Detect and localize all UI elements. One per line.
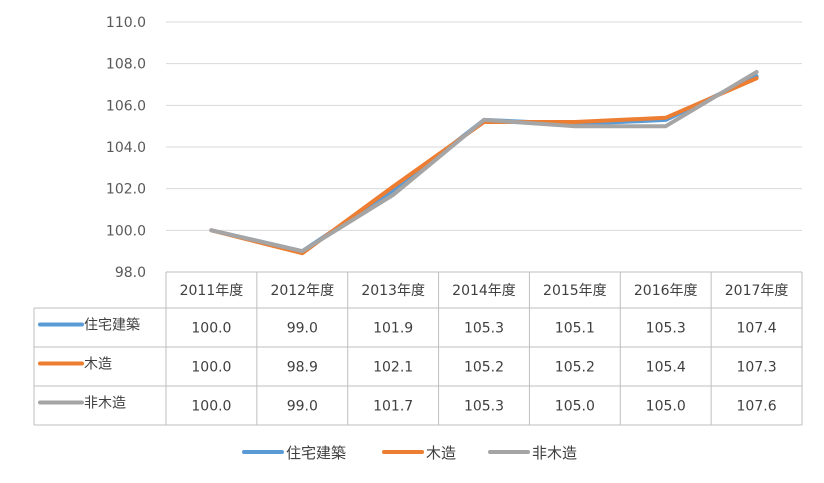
table-row-label: 木造 [84, 357, 112, 373]
y-tick-label: 104.0 [106, 140, 146, 156]
table-cell: 100.0 [191, 399, 231, 415]
y-tick-label: 100.0 [106, 223, 146, 239]
table-header-cell: 2017年度 [725, 283, 789, 299]
y-tick-label: 108.0 [106, 57, 146, 73]
table-row-label: 住宅建築 [84, 318, 140, 334]
table-cell: 105.0 [646, 399, 686, 415]
legend-label: 住宅建築 [286, 444, 346, 462]
table-cell: 105.0 [555, 399, 595, 415]
data-table: 2011年度 2012年度 2013年度 2014年度 2015年度 2016年度 2017… [33, 271, 803, 426]
table-cell: 105.2 [464, 360, 504, 376]
legend: 住宅建築 木造 非木造 [242, 444, 577, 462]
table-cell: 98.9 [287, 360, 318, 376]
legend-label: 非木造 [532, 444, 577, 462]
table-cell: 100.0 [191, 321, 231, 337]
table-header-cell: 2012年度 [270, 283, 334, 299]
table-cell: 107.3 [737, 360, 777, 376]
table-cell: 100.0 [191, 360, 231, 376]
y-tick-label: 106.0 [106, 98, 146, 114]
table-header-cell: 2013年度 [361, 283, 425, 299]
series-lines [209, 70, 759, 256]
table-cell: 105.3 [464, 399, 504, 415]
table-cell: 105.4 [646, 360, 686, 376]
table-cell: 107.4 [737, 321, 777, 337]
table-cell: 105.2 [555, 360, 595, 376]
y-tick-label: 98.0 [115, 265, 146, 281]
table-cell: 105.1 [555, 321, 595, 337]
table-header-cell: 2011年度 [180, 283, 244, 299]
series-line-2 [209, 70, 759, 254]
table-cell: 107.6 [737, 399, 777, 415]
table-row-label: 非木造 [84, 396, 126, 412]
gridlines [166, 21, 802, 231]
table-cell: 102.1 [373, 360, 413, 376]
table-cell: 99.0 [287, 321, 318, 337]
table-cell: 99.0 [287, 399, 318, 415]
table-cell: 105.3 [464, 321, 504, 337]
legend-label: 木造 [426, 444, 456, 462]
table-cell: 101.7 [373, 399, 413, 415]
table-cell: 105.3 [646, 321, 686, 337]
table-header-cell: 2015年度 [543, 283, 607, 299]
y-tick-label: 110.0 [106, 15, 146, 31]
table-cell: 101.9 [373, 321, 413, 337]
table-header-cell: 2014年度 [452, 283, 516, 299]
table-header-cell: 2016年度 [634, 283, 698, 299]
y-axis-tick-labels: 98.0 100.0 102.0 104.0 106.0 108.0 110.0 [106, 15, 146, 281]
series-line-0 [209, 74, 759, 254]
series-line-1 [209, 76, 759, 256]
y-tick-label: 102.0 [106, 182, 146, 198]
